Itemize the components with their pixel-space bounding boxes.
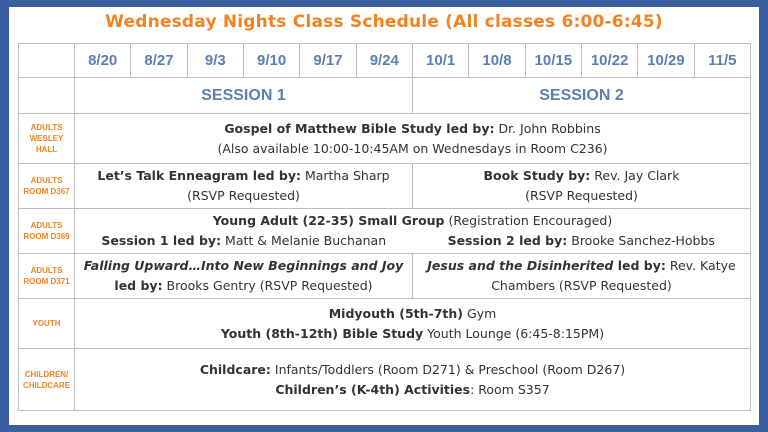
schedule-sheet: Wednesday Nights Class Schedule (All cla… xyxy=(9,7,759,425)
sessions-row: SESSION 1 SESSION 2 xyxy=(18,77,752,114)
class-cell: Gospel of Matthew Bible Study led by: Dr… xyxy=(74,113,751,164)
label-line: ADULTS xyxy=(30,266,63,275)
class-cell: Childcare: Infants/Toddlers (Room D271) … xyxy=(74,348,751,411)
class-title: Let’s Talk Enneagram led by: xyxy=(97,168,301,183)
table-row: CHILDREN/CHILDCARE Childcare: Infants/To… xyxy=(18,348,751,411)
class-leader: Rev. Katye xyxy=(665,258,736,273)
class-cell: Midyouth (5th-7th) Gym Youth (8th-12th) B… xyxy=(74,298,751,349)
class-cell: Jesus and the Disinherited led by: Rev. … xyxy=(411,253,752,299)
table-row: ADULTS ROOM D367 Let’s Talk Enneagram led… xyxy=(18,163,752,209)
class-location: Gym xyxy=(463,305,497,321)
date-header: 8/20 xyxy=(73,43,132,78)
empty-cell xyxy=(18,77,75,114)
class-title: Youth (8th-12th) Bible Study xyxy=(220,325,424,341)
class-title: Falling Upward…Into New Beginnings and J… xyxy=(83,258,404,273)
class-note: (RSVP Requested) xyxy=(187,188,300,203)
class-title: Young Adult (22-35) Small Group xyxy=(212,213,445,228)
label-line: ROOM D369 xyxy=(23,232,70,241)
date-header: 11/5 xyxy=(693,43,752,78)
label-line: CHILDREN/ xyxy=(24,369,69,379)
label-line: ADULTS xyxy=(30,123,63,132)
date-header: 10/29 xyxy=(637,43,695,78)
class-leader: Dr. John Robbins xyxy=(494,120,601,136)
class-title: Childcare: xyxy=(199,361,271,377)
class-note: (RSVP Requested) xyxy=(525,188,638,203)
date-header: 10/1 xyxy=(411,43,470,78)
row-label: YOUTH xyxy=(18,298,75,349)
label-line: ROOM D367 xyxy=(23,187,70,196)
date-header: 9/10 xyxy=(242,43,301,78)
label-line: WESLEY HALL xyxy=(29,134,64,154)
class-note: (Also available 10:00-10:45AM on Wednesd… xyxy=(217,140,608,156)
leader-label: Session 1 led by: xyxy=(101,233,222,248)
label-line: ROOM D371 xyxy=(23,277,70,286)
class-leader: Chambers (RSVP Requested) xyxy=(491,278,672,293)
class-location: Youth Lounge (6:45-8:15PM) xyxy=(423,325,605,341)
date-header: 10/8 xyxy=(468,43,526,78)
table-row: ADULTS ROOM D369 Young Adult (22-35) Smal… xyxy=(18,208,751,254)
leader-name: Matt & Melanie Buchanan xyxy=(221,233,387,248)
date-header: 9/3 xyxy=(186,43,244,78)
label-line: ADULTS xyxy=(30,176,63,185)
session-1-leader: Session 1 led by: Matt & Melanie Buchana… xyxy=(75,231,413,251)
session-1-header: SESSION 1 xyxy=(74,77,413,114)
row-label: ADULTS ROOM D367 xyxy=(18,163,75,209)
table-row: ADULTS ROOM D371 Falling Upward…Into New … xyxy=(18,253,752,299)
schedule-table: 8/20 8/27 9/3 9/10 9/17 9/24 10/1 10/8 10/15 10/2… xyxy=(18,43,752,411)
class-cell: Book Study by: Rev. Jay Clark (RSVP Reque… xyxy=(411,163,752,209)
class-title: Gospel of Matthew Bible Study led by: xyxy=(224,120,495,136)
row-label: CHILDREN/CHILDCARE xyxy=(18,348,75,411)
date-header: 8/27 xyxy=(130,43,188,78)
session-2-leader: Session 2 led by: Brooke Sanchez-Hobbs xyxy=(413,231,751,251)
leader-label: led by: xyxy=(613,258,666,273)
class-cell: Young Adult (22-35) Small Group (Registr… xyxy=(74,208,751,254)
date-header: 9/24 xyxy=(355,43,413,78)
date-header: 9/17 xyxy=(299,43,357,78)
class-location: : Room S357 xyxy=(470,381,550,397)
leader-label: led by: xyxy=(114,278,163,293)
leader-name: Brooke Sanchez-Hobbs xyxy=(567,233,715,248)
class-cell: Let’s Talk Enneagram led by: Martha Shar… xyxy=(74,163,413,209)
label-line: CHILDCARE xyxy=(22,380,71,390)
class-title: Children’s (K-4th) Activities xyxy=(275,381,471,397)
class-leader: Martha Sharp xyxy=(300,168,390,183)
class-cell: Falling Upward…Into New Beginnings and J… xyxy=(74,253,413,299)
corner-cell xyxy=(18,43,75,78)
class-leader: Rev. Jay Clark xyxy=(590,168,680,183)
table-row: ADULTS WESLEY HALL Gospel of Matthew Bibl… xyxy=(18,113,751,164)
label-line: ADULTS xyxy=(30,221,63,230)
class-line: Young Adult (22-35) Small Group (Registr… xyxy=(75,211,750,231)
row-label: ADULTS WESLEY HALL xyxy=(18,113,75,164)
class-line: Session 1 led by: Matt & Melanie Buchana… xyxy=(75,231,750,251)
date-header: 10/22 xyxy=(580,43,639,78)
dates-row: 8/20 8/27 9/3 9/10 9/17 9/24 10/1 10/8 10/15 10/2… xyxy=(18,43,752,78)
class-note: (Registration Encouraged) xyxy=(444,213,613,228)
date-header: 10/15 xyxy=(524,43,582,78)
leader-label: Session 2 led by: xyxy=(447,233,568,248)
session-2-header: SESSION 2 xyxy=(411,77,752,114)
class-location: Infants/Toddlers (Room D271) & Preschool… xyxy=(270,361,626,377)
page-title: Wednesday Nights Class Schedule (All cla… xyxy=(105,12,663,32)
row-label: ADULTS ROOM D371 xyxy=(18,253,75,299)
class-title: Book Study by: xyxy=(483,168,591,183)
row-label: ADULTS ROOM D369 xyxy=(18,208,75,254)
class-title: Jesus and the Disinherited xyxy=(427,258,614,273)
class-leader: Brooks Gentry (RSVP Requested) xyxy=(162,278,373,293)
class-title: Midyouth (5th-7th) xyxy=(328,305,464,321)
table-row: YOUTH Midyouth (5th-7th) Gym Youth (8th-1… xyxy=(18,298,751,349)
